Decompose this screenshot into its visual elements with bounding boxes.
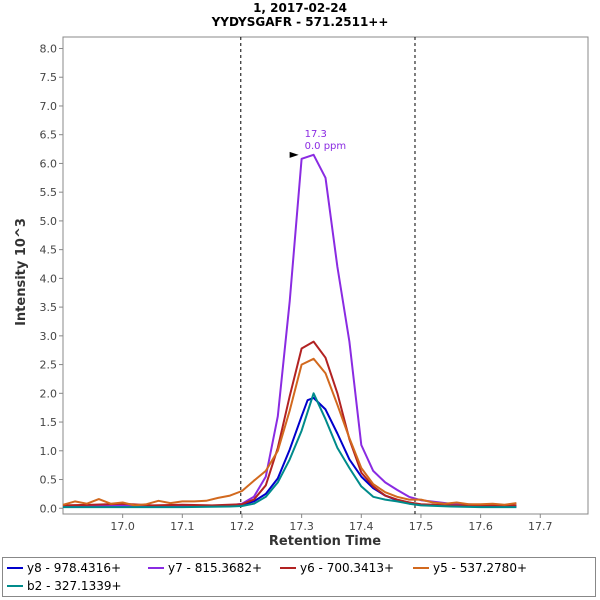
y-tick-label: 2.5 xyxy=(40,359,58,372)
legend-label: y6 - 700.3413+ xyxy=(300,561,395,575)
legend-item-1: y7 - 815.3682+ xyxy=(148,561,262,575)
x-tick-label: 17.1 xyxy=(170,520,195,533)
legend-item-3: y5 - 537.2780+ xyxy=(413,561,527,575)
peak-annotation: 17.3 0.0 ppm xyxy=(289,129,347,158)
y-tick-label: 7.0 xyxy=(40,100,58,113)
legend-item-0: y8 - 978.4316+ xyxy=(7,561,121,575)
y-tick-label: 7.5 xyxy=(40,71,58,84)
y-tick-label: 4.0 xyxy=(40,272,58,285)
peak-annotation-label: 17.3 xyxy=(305,129,327,140)
x-tick-label: 17.4 xyxy=(349,520,374,533)
y-axis-ticks: 0.0 0.5 1.0 1.5 2.0 2.5 3.0 3.5 4.0 4.5 5.0 5.5 6.0 6… xyxy=(40,42,63,515)
y-tick-label: 8.0 xyxy=(40,42,58,55)
legend-label: y5 - 537.2780+ xyxy=(433,561,528,575)
x-axis-ticks: 17.0 17.1 17.2 17.3 17.4 17.5 17.6 17.7 xyxy=(110,514,553,533)
y-tick-label: 0.0 xyxy=(40,502,58,515)
y-tick-label: 5.5 xyxy=(40,186,58,199)
legend-item-4: b2 - 327.1339+ xyxy=(7,579,122,593)
y-tick-label: 6.5 xyxy=(40,129,58,142)
plot-area xyxy=(62,36,589,515)
y-tick-label: 0.5 xyxy=(40,474,58,487)
y-tick-label: 6.0 xyxy=(40,157,58,170)
x-tick-label: 17.5 xyxy=(409,520,434,533)
y-tick-label: 1.0 xyxy=(40,445,58,458)
legend-label: y7 - 815.3682+ xyxy=(168,561,263,575)
chart-subtitle: YYDYSGAFR - 571.2511++ xyxy=(211,15,389,29)
y-tick-label: 5.0 xyxy=(40,215,58,228)
x-axis-label: Retention Time xyxy=(269,534,381,549)
y-tick-label: 1.5 xyxy=(40,416,58,429)
series-line-2 xyxy=(62,340,517,507)
legend-swatch-icon xyxy=(7,585,23,587)
legend-label: y8 - 978.4316+ xyxy=(27,561,122,575)
y-tick-label: 3.0 xyxy=(40,330,58,343)
x-tick-label: 17.7 xyxy=(528,520,553,533)
legend-item-2: y6 - 700.3413+ xyxy=(280,561,394,575)
y-tick-label: 4.5 xyxy=(40,244,58,257)
peak-annotation-ppm: 0.0 ppm xyxy=(305,141,347,152)
legend-swatch-icon xyxy=(7,567,23,569)
y-tick-label: 2.0 xyxy=(40,387,58,400)
series-line-3 xyxy=(62,357,517,507)
integration-boundaries xyxy=(240,37,416,514)
peak-marker-icon xyxy=(289,151,299,158)
series-line-4 xyxy=(63,392,517,509)
x-tick-label: 17.3 xyxy=(289,520,314,533)
legend-swatch-icon xyxy=(280,567,296,569)
series-lines xyxy=(62,153,517,509)
chart-legend: y8 - 978.4316+ y7 - 815.3682+ y6 - 700.341… xyxy=(2,557,596,597)
x-tick-label: 17.6 xyxy=(468,520,493,533)
legend-swatch-icon xyxy=(413,567,429,569)
legend-swatch-icon xyxy=(148,567,164,569)
x-tick-label: 17.0 xyxy=(110,520,135,533)
y-axis-label: Intensity 10^3 xyxy=(14,218,29,326)
x-tick-label: 17.2 xyxy=(230,520,255,533)
chart-title: 1, 2017-02-24 xyxy=(253,1,347,15)
legend-label: b2 - 327.1339+ xyxy=(27,579,122,593)
y-tick-label: 3.5 xyxy=(40,301,58,314)
